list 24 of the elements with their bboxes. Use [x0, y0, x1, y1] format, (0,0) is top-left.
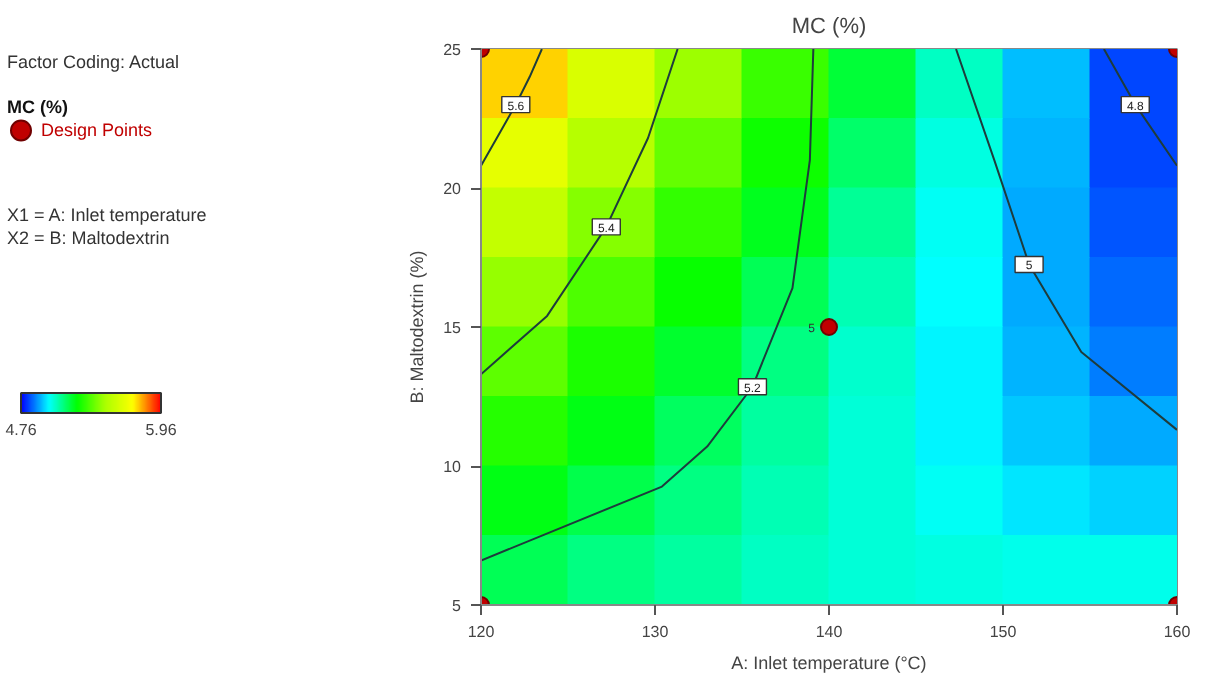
- line-series: [955, 49, 1177, 431]
- legend-label: Design Points: [41, 120, 154, 141]
- x-tick-label: 150: [989, 623, 1018, 641]
- y-tick-label: 15: [443, 319, 463, 337]
- x-tick-label: 120: [467, 623, 496, 641]
- line-series: [481, 49, 679, 376]
- x-tick-label: 160: [1163, 623, 1192, 641]
- legend-title: MC (%): [7, 96, 68, 117]
- line-series: [481, 49, 543, 167]
- text: Factor Coding: Actual: [7, 51, 180, 72]
- y-axis-title: B: Maltodextrin (%): [407, 250, 428, 404]
- text: X2 = B: Maltodextrin: [7, 227, 170, 248]
- y-tick-label: 5: [452, 597, 463, 615]
- y-tick-label: 25: [443, 41, 463, 59]
- x-tick-label: 140: [815, 623, 844, 641]
- x-tick-label: 130: [641, 623, 670, 641]
- x-axis-title: A: Inlet temperature (°C): [731, 653, 927, 673]
- line-series: [481, 49, 815, 562]
- y-tick-label: 10: [443, 458, 463, 476]
- chart-title: MC (%): [791, 15, 867, 39]
- color-bar-label: 5.96: [145, 421, 178, 439]
- color-bar-label: 4.76: [5, 421, 38, 439]
- y-tick-label: 20: [443, 180, 463, 198]
- text: X1 = A: Inlet temperature: [7, 205, 207, 226]
